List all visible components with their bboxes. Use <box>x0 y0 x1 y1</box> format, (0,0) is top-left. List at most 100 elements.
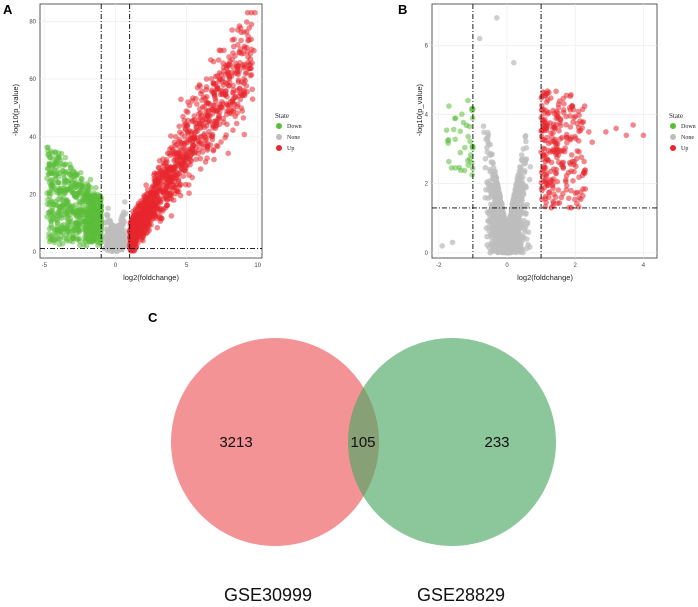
data-point <box>510 215 516 222</box>
data-point <box>222 134 228 141</box>
x-tick-label-a: 0 <box>114 263 118 269</box>
data-point <box>517 243 523 249</box>
data-point <box>548 159 555 166</box>
data-point <box>544 170 550 176</box>
data-point <box>154 224 161 231</box>
data-point <box>131 216 137 223</box>
data-point <box>80 198 87 204</box>
data-point <box>167 177 174 184</box>
data-point <box>107 217 113 224</box>
data-point <box>446 158 452 165</box>
data-point <box>576 112 582 118</box>
data-point <box>554 178 561 185</box>
data-point <box>510 203 516 209</box>
legend-label-up: Up <box>681 146 688 152</box>
data-point <box>506 241 512 247</box>
data-point <box>143 182 149 188</box>
data-point <box>555 114 561 120</box>
data-point <box>241 45 248 51</box>
data-point <box>54 212 60 218</box>
data-point <box>195 138 201 144</box>
data-point <box>480 123 487 129</box>
data-point <box>105 239 111 246</box>
data-point <box>87 193 94 200</box>
x-tick-label-b: -2 <box>436 263 442 269</box>
data-point <box>510 230 516 236</box>
data-point <box>206 117 213 124</box>
data-point <box>483 225 490 231</box>
data-point <box>89 239 95 245</box>
data-point <box>523 210 529 216</box>
data-point <box>113 242 120 248</box>
data-point <box>494 224 501 230</box>
data-point <box>202 159 209 165</box>
data-point <box>180 173 187 179</box>
data-point <box>54 219 61 225</box>
data-point <box>249 96 256 102</box>
data-point <box>218 71 224 78</box>
data-point <box>69 189 76 196</box>
data-point <box>152 179 159 186</box>
data-point <box>241 131 248 138</box>
data-point <box>547 177 554 183</box>
data-point <box>60 168 66 174</box>
data-point <box>450 126 457 133</box>
data-point <box>218 139 224 145</box>
data-point <box>87 176 94 183</box>
data-point <box>212 93 218 100</box>
data-point <box>94 202 101 208</box>
data-point <box>551 110 558 117</box>
data-point <box>58 215 65 221</box>
data-point <box>494 216 501 223</box>
data-point <box>245 38 251 44</box>
venn-set-label-gse30999: GSE30999 <box>224 585 312 605</box>
data-point <box>196 82 203 88</box>
data-point <box>494 248 500 254</box>
data-point <box>50 170 56 176</box>
data-point <box>197 110 204 116</box>
data-point <box>488 240 495 246</box>
volcano-plot-a: -5 0 5 10020406080log2(foldchange)-log10(p_… <box>11 3 302 282</box>
data-point <box>241 29 247 35</box>
data-point <box>229 69 235 76</box>
data-point <box>613 125 619 132</box>
data-point <box>498 205 505 211</box>
data-point <box>164 202 170 209</box>
data-point <box>573 135 579 142</box>
data-point <box>457 128 464 135</box>
data-point <box>549 134 555 141</box>
data-point <box>90 215 97 222</box>
legend-swatch-down <box>670 123 676 129</box>
data-point <box>176 188 182 195</box>
data-point <box>469 105 475 112</box>
data-point <box>150 185 156 192</box>
data-point <box>191 133 198 140</box>
data-point <box>244 19 250 25</box>
data-point <box>157 215 163 221</box>
data-point <box>516 215 523 222</box>
data-point <box>56 241 63 248</box>
data-point <box>159 170 166 176</box>
data-point <box>487 168 494 175</box>
data-point <box>563 113 569 120</box>
data-point <box>550 121 557 127</box>
data-point <box>74 206 81 212</box>
data-point <box>564 182 570 189</box>
data-point <box>231 36 237 43</box>
data-point <box>563 121 569 128</box>
data-point <box>603 129 609 135</box>
data-point <box>104 213 111 220</box>
data-point <box>189 146 195 152</box>
data-point <box>45 234 52 241</box>
data-point <box>445 137 452 143</box>
data-point <box>70 203 76 210</box>
data-point <box>196 117 202 123</box>
data-point <box>161 160 167 167</box>
data-point <box>523 184 529 191</box>
data-point <box>135 221 141 228</box>
data-point <box>553 166 560 173</box>
data-point <box>69 209 76 215</box>
data-point <box>96 218 103 225</box>
legend-swatch-down <box>276 123 282 129</box>
y-tick-label-a: 80 <box>29 19 36 25</box>
